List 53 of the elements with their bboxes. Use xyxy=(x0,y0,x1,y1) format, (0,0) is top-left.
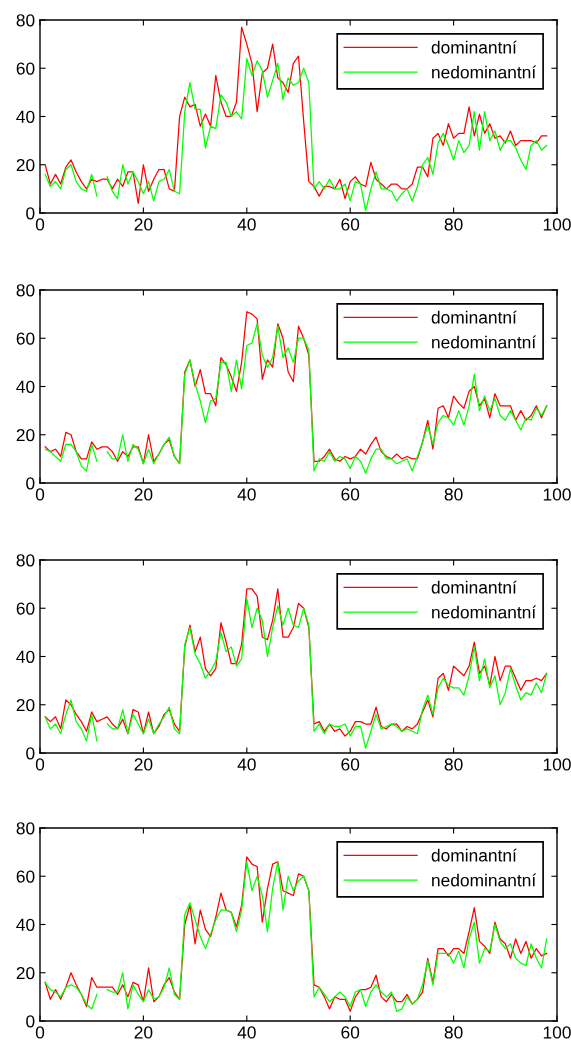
x-tick-label: 40 xyxy=(237,488,256,501)
y-tick-label: 60 xyxy=(16,602,35,615)
x-tick-label: 80 xyxy=(444,758,463,771)
x-tick-label: 100 xyxy=(543,1026,571,1039)
x-tick-label: 0 xyxy=(35,758,45,771)
x-tick-label: 80 xyxy=(444,218,463,231)
y-tick-label: 60 xyxy=(16,332,35,345)
legend-label: dominantní xyxy=(431,580,517,594)
x-tick-label: 0 xyxy=(35,218,45,231)
y-tick-label: 40 xyxy=(16,918,35,931)
y-tick-label: 80 xyxy=(16,554,35,567)
y-tick-label: 80 xyxy=(16,14,35,27)
legend-label: nedominantní xyxy=(432,605,537,619)
x-tick-label: 0 xyxy=(35,488,45,501)
y-tick-label: 20 xyxy=(16,428,35,442)
y-tick-label: 20 xyxy=(16,158,35,172)
y-tick-label: 60 xyxy=(16,62,35,75)
y-tick-label: 0 xyxy=(26,1015,35,1028)
x-tick-label: 40 xyxy=(237,1026,256,1039)
y-tick-label: 0 xyxy=(26,207,35,220)
y-tick-label: 40 xyxy=(16,110,35,123)
x-tick-label: 60 xyxy=(341,218,360,231)
x-tick-label: 100 xyxy=(543,758,571,771)
y-tick-label: 40 xyxy=(16,650,35,663)
x-tick-label: 80 xyxy=(444,1026,463,1039)
legend-label: dominantní xyxy=(431,40,517,54)
x-tick-label: 20 xyxy=(134,218,153,231)
x-tick-label: 100 xyxy=(543,218,571,231)
x-tick-label: 60 xyxy=(341,758,360,771)
legend-label: dominantní xyxy=(431,310,517,324)
x-tick-label: 60 xyxy=(341,1026,360,1039)
x-tick-label: 0 xyxy=(35,1026,45,1039)
x-tick-label: 100 xyxy=(543,488,571,501)
legend-label: nedominantní xyxy=(432,65,537,79)
y-tick-label: 20 xyxy=(16,966,35,980)
y-tick-label: 20 xyxy=(16,698,35,712)
y-tick-label: 40 xyxy=(16,380,35,393)
y-tick-label: 0 xyxy=(26,747,35,760)
legend-label: nedominantní xyxy=(432,335,537,349)
x-tick-label: 40 xyxy=(237,218,256,231)
legend-label: dominantní xyxy=(431,848,517,862)
legend-label: nedominantní xyxy=(432,873,537,887)
y-tick-label: 0 xyxy=(26,477,35,490)
y-tick-label: 60 xyxy=(16,870,35,883)
x-tick-label: 60 xyxy=(341,488,360,501)
x-tick-label: 80 xyxy=(444,488,463,501)
x-tick-label: 20 xyxy=(134,488,153,501)
x-tick-label: 40 xyxy=(237,758,256,771)
y-tick-label: 80 xyxy=(16,284,35,297)
y-tick-label: 80 xyxy=(16,822,35,835)
line-series xyxy=(44,26,548,204)
x-tick-label: 20 xyxy=(134,758,153,771)
x-tick-label: 20 xyxy=(134,1026,153,1039)
